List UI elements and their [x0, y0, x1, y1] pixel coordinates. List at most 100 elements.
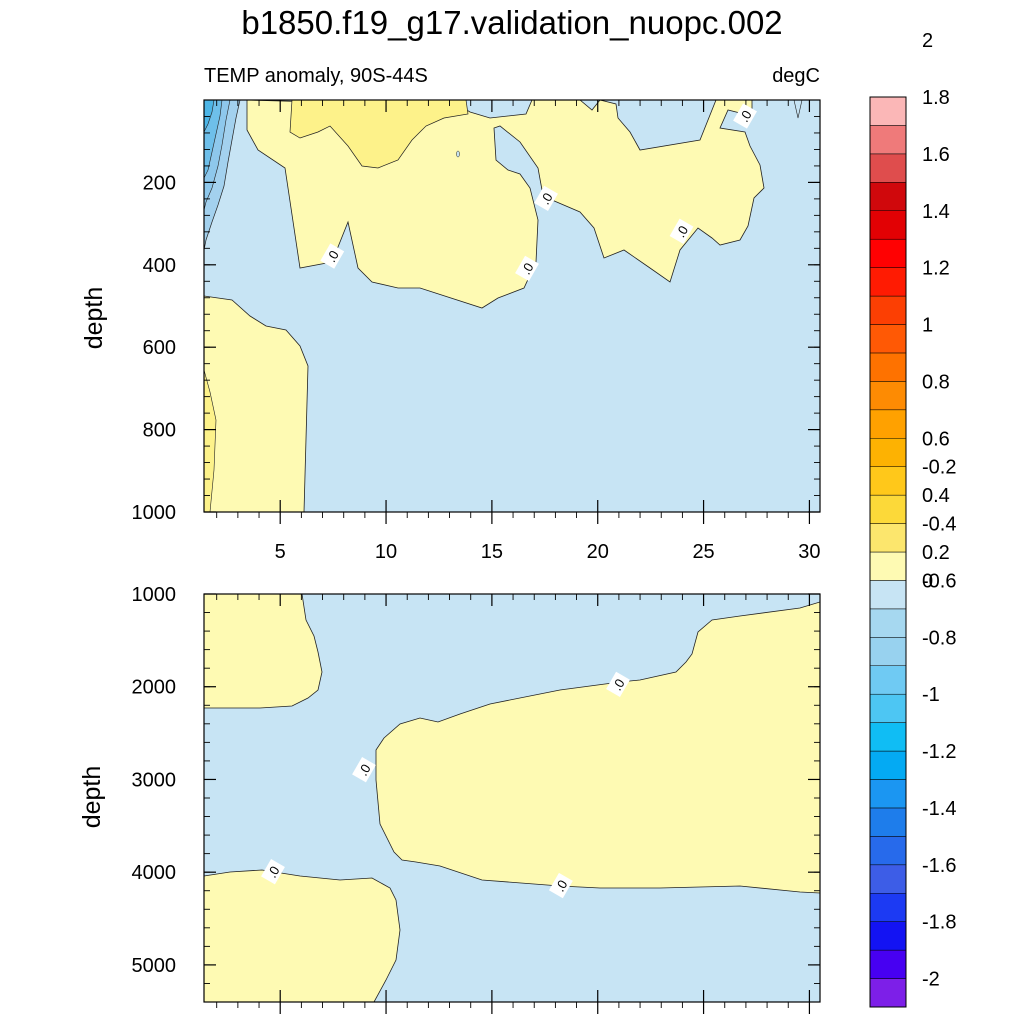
upper-contour-labels: .0 .0 .0 .0 .0 [320, 103, 757, 282]
colorbar-swatch [869, 864, 907, 894]
colorbar-label: 1.2 [922, 258, 950, 280]
y-tick-label: 800 [143, 420, 176, 442]
colorbar-label: -1 [922, 684, 940, 706]
colorbar-label: -0.2 [922, 457, 956, 479]
contour-label-box [320, 243, 345, 269]
colorbar-swatch [869, 779, 907, 809]
colorbar-label: 1.6 [922, 144, 950, 166]
lower-panel-ticks: 1000 2000 3000 4000 5000 [132, 584, 820, 1014]
lower-bottom-left-positive-region [204, 869, 401, 1002]
x-tick-label: 5 [275, 541, 286, 563]
colorbar-swatch [869, 921, 907, 951]
upper-negative-blob [456, 150, 460, 158]
contour-label-box [534, 185, 558, 212]
lower-central-positive-region [375, 601, 820, 894]
colorbar-swatch [869, 96, 907, 126]
colorbar-swatch [869, 523, 907, 553]
lower-y-axis-label: depth [78, 766, 106, 829]
colorbar-swatch [869, 466, 907, 496]
y-tick-label: 600 [143, 337, 176, 359]
y-tick-label: 5000 [132, 955, 177, 977]
colorbar-label: -1.6 [922, 855, 956, 877]
contour-label-box [606, 671, 630, 698]
colorbar-swatch [869, 409, 907, 439]
colorbar-label: 0.6 [922, 428, 950, 450]
upper-left-negative-band-4 [204, 100, 215, 133]
colorbar-swatch [869, 438, 907, 467]
colorbar-swatch [869, 182, 907, 211]
colorbar-swatch [869, 949, 907, 979]
colorbar-frame [869, 96, 907, 1008]
lower-panel-fill [204, 594, 820, 1002]
colorbar-label: 0.2 [922, 542, 950, 564]
contour-label-box [515, 255, 539, 282]
colorbar-swatch [869, 608, 907, 638]
y-tick-label: 1000 [132, 584, 177, 606]
colorbar-label: 1.8 [922, 87, 950, 109]
colorbar-label: 1.4 [922, 201, 950, 223]
colorbar-swatch [869, 978, 907, 1008]
colorbar-swatch [869, 267, 907, 297]
upper-positive-patch [289, 100, 469, 169]
units-label: degC [772, 65, 820, 87]
contour-label: .0 [548, 872, 573, 899]
upper-left-positive-patch [204, 369, 217, 512]
colorbar-swatch [869, 551, 907, 581]
colorbar-swatch [869, 750, 907, 780]
colorbar-label: -1.4 [922, 798, 956, 820]
upper-panel-ticks: 200 400 600 800 1000 5 10 15 20 25 30 [132, 99, 821, 563]
colorbar-label: -2 [922, 969, 940, 991]
contour-label-box [261, 859, 285, 885]
x-tick-label: 25 [692, 541, 714, 563]
colorbar-label: -0.4 [922, 514, 956, 536]
lower-panel: 1000 2000 3000 4000 5000 .0 .0 .0 .0 [132, 584, 821, 1014]
contour-label: .0 [320, 243, 345, 269]
y-tick-label: 4000 [132, 862, 177, 884]
variable-label: TEMP anomaly, 90S-44S [204, 65, 428, 87]
colorbar-swatch [869, 381, 907, 411]
upper-left-positive-region [204, 295, 309, 512]
colorbar-swatch [869, 153, 907, 183]
colorbar-label: -0.6 [922, 570, 956, 592]
colorbar-swatch [869, 494, 907, 524]
colorbar-label: 2 [922, 30, 933, 52]
upper-right-notch [793, 100, 803, 119]
upper-panel-fill [204, 100, 820, 512]
colorbar-swatch [869, 580, 907, 610]
y-tick-label: 3000 [132, 769, 177, 791]
contour-label: .0 [515, 255, 539, 282]
y-tick-label: 2000 [132, 677, 177, 699]
colorbar-swatch [869, 295, 907, 325]
colorbar-swatch [869, 807, 907, 837]
y-tick-label: 400 [143, 255, 176, 277]
upper-panel: 200 400 600 800 1000 5 10 15 20 25 30 .0 .0 .0 .0 .0 [132, 99, 821, 563]
contour-label: .0 [733, 103, 757, 129]
contour-label-box [669, 218, 694, 245]
colorbar-swatch [869, 210, 907, 240]
lower-contour-labels: .0 .0 .0 .0 [261, 671, 630, 899]
contour-label: .0 [352, 757, 376, 783]
contour-label-box [733, 103, 757, 129]
upper-y-axis-label: depth [80, 287, 108, 350]
colorbar-label: -0.8 [922, 627, 956, 649]
contour-label: .0 [534, 185, 558, 212]
x-tick-label: 30 [798, 541, 820, 563]
colorbar-label: 1 [922, 315, 933, 337]
x-tick-label: 15 [481, 541, 503, 563]
colorbar-label: -1.8 [922, 912, 956, 934]
colorbar-swatch [869, 125, 907, 155]
colorbar-swatch [869, 324, 907, 354]
colorbar-swatch [869, 693, 907, 723]
colorbar-label: -1.2 [922, 741, 956, 763]
colorbar-swatch [869, 352, 907, 382]
contour-label: .0 [606, 671, 630, 698]
colorbar: -2 -1.8 -1.6 -1.4 -1.2 -1 -0.8 -0.6 -0.4 -0.2 0 0.2… [869, 30, 956, 1008]
lower-upper-left-positive-region [204, 594, 323, 709]
colorbar-swatch [869, 722, 907, 752]
colorbar-label: 0 [922, 570, 933, 592]
contour-label: .0 [669, 218, 694, 245]
colorbar-label: 0.4 [922, 485, 950, 507]
y-tick-label: 1000 [132, 502, 177, 524]
colorbar-swatch [869, 665, 907, 695]
